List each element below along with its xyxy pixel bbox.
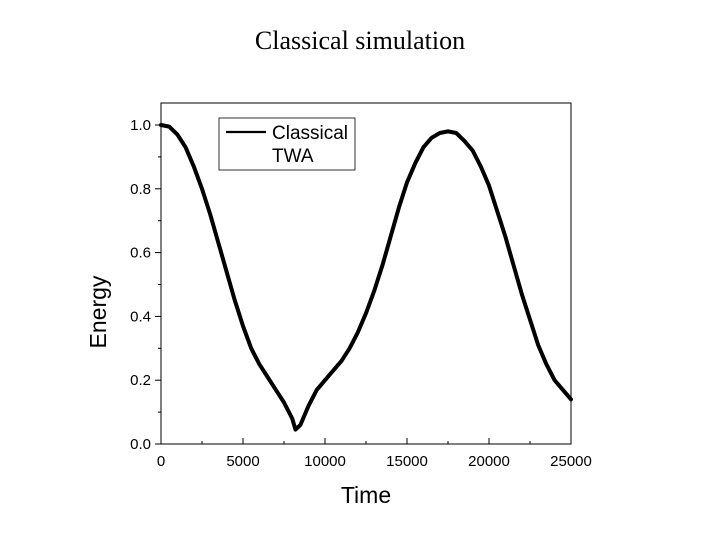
y-tick-label: 1.0 [130, 117, 151, 134]
y-axis-title: Energy [85, 275, 111, 348]
x-tick-label: 15000 [386, 453, 428, 470]
slide-title: Classical simulation [254, 26, 466, 55]
y-tick-label: 0.8 [130, 181, 151, 198]
x-tick-label: 0 [157, 453, 165, 470]
y-tick-label: 0.6 [130, 245, 151, 262]
y-tick-label: 0.0 [130, 436, 151, 453]
x-tick-label: 5000 [226, 453, 259, 470]
legend-label-twa: TWA [272, 146, 314, 167]
x-axis: 0 5000 10000 15000 20000 25000 [157, 438, 592, 470]
legend: Classical TWA [218, 117, 356, 171]
series-line-classical [159, 123, 573, 432]
x-tick-label: 10000 [304, 453, 346, 470]
legend-label-classical: Classical [272, 123, 348, 144]
x-axis-title: Time [341, 482, 391, 508]
legend-box [218, 117, 356, 171]
x-tick-label: 25000 [550, 453, 592, 470]
x-tick-label: 20000 [468, 453, 510, 470]
series-group [159, 123, 573, 432]
y-axis: 0.0 0.2 0.4 0.6 0.8 1.0 [130, 117, 161, 453]
y-tick-label: 0.4 [130, 308, 151, 325]
y-tick-label: 0.2 [130, 372, 151, 389]
